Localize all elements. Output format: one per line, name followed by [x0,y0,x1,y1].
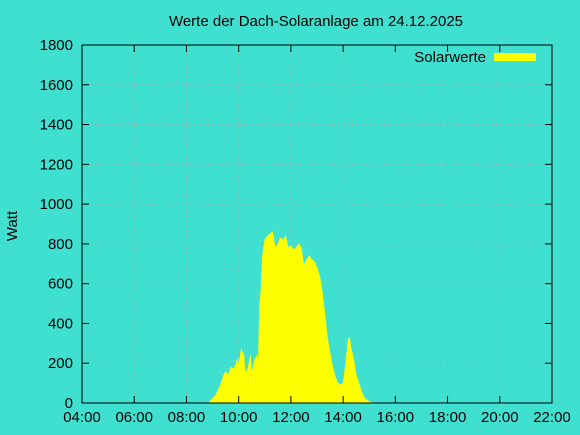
x-tick-label: 22:00 [533,409,571,426]
legend-label: Solarwerte [414,49,486,66]
y-tick-label: 1400 [40,117,73,134]
series-area-solarwerte [207,231,373,404]
y-tick-label: 400 [48,315,73,332]
axis-ticks: 04:00 06:00 08:00 10:00 12:00 14:00 16:00 18:00… [40,37,571,426]
chart-title: Werte der Dach-Solaranlage am 24.12.2025 [169,13,463,30]
legend: Solarwerte [414,49,536,66]
y-tick-label: 600 [48,276,73,293]
y-axis-label: Watt [4,210,21,241]
legend-swatch [494,53,536,61]
y-tick-label: 800 [48,236,73,253]
x-tick-label: 08:00 [168,409,206,426]
x-tick-label: 06:00 [115,409,153,426]
y-tick-label: 1800 [40,37,73,54]
y-tick-label: 1600 [40,77,73,94]
y-tick-label: 200 [48,355,73,372]
x-tick-label: 04:00 [63,409,101,426]
x-tick-label: 12:00 [272,409,310,426]
x-tick-label: 20:00 [481,409,519,426]
x-tick-label: 18:00 [429,409,467,426]
x-tick-label: 16:00 [377,409,415,426]
y-tick-label: 0 [65,395,73,412]
x-tick-label: 10:00 [220,409,258,426]
y-tick-label: 1000 [40,196,73,213]
series-layer [207,231,373,404]
x-tick-label: 14:00 [324,409,362,426]
plot-frame [81,44,553,404]
y-tick-label: 1200 [40,156,73,173]
